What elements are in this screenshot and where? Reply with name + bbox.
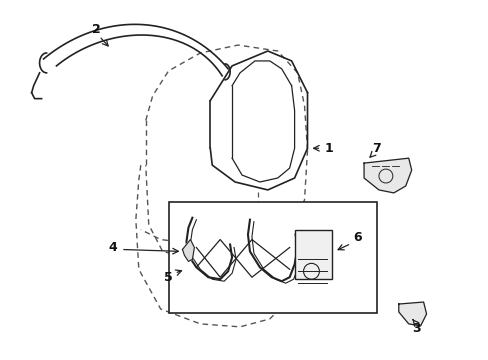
Polygon shape [182, 239, 194, 261]
Polygon shape [364, 158, 411, 193]
Bar [294, 230, 332, 279]
Text: 6: 6 [352, 231, 361, 244]
Text: 2: 2 [92, 23, 101, 36]
Text: 7: 7 [372, 142, 381, 155]
Bar [168, 202, 376, 313]
Text: 4: 4 [108, 241, 117, 254]
Text: 3: 3 [411, 322, 420, 336]
Polygon shape [398, 302, 426, 326]
Text: 5: 5 [164, 271, 173, 284]
Text: 1: 1 [325, 142, 333, 155]
